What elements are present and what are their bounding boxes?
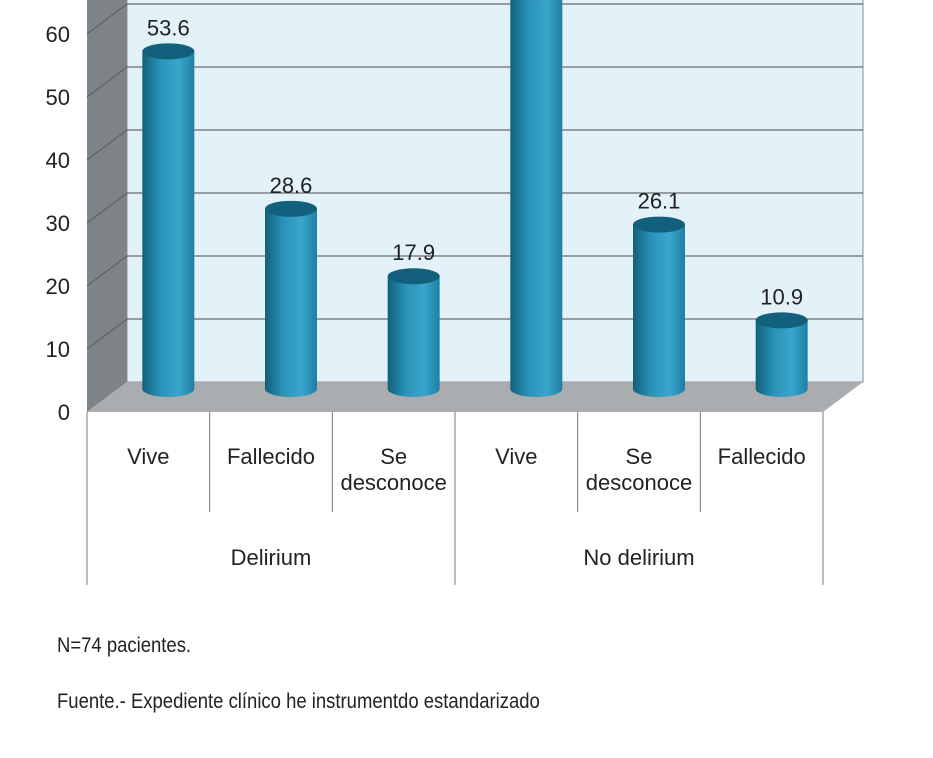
gridline-side — [86, 192, 128, 224]
group-label: No delirium — [583, 545, 694, 570]
bar-body — [387, 276, 440, 397]
sample-size-note: N=74 pacientes. — [57, 634, 192, 657]
floor — [87, 382, 863, 412]
bar — [510, 0, 563, 397]
y-tick-label: 30 — [46, 211, 70, 236]
x-tick-label: Vive — [127, 444, 169, 469]
y-tick-label: 20 — [46, 274, 70, 299]
bar-body — [633, 224, 685, 397]
y-tick-label: 10 — [46, 337, 70, 362]
x-axis: Vive Fallecido Se desconoce Vive Se desconoce F… — [86, 412, 824, 585]
y-axis: 010203040506070 — [46, 22, 70, 425]
gridlines — [86, 3, 863, 350]
bar-body — [510, 0, 563, 397]
x-tick-label: Vive — [495, 444, 537, 469]
bar-top — [755, 312, 808, 329]
gridline-side — [86, 255, 128, 287]
bar-top — [387, 268, 440, 285]
back-wall — [126, 0, 864, 383]
gridline-side — [86, 66, 128, 98]
gridline-side — [86, 129, 128, 161]
y-tick-label: 40 — [46, 148, 70, 173]
bar — [387, 268, 440, 397]
y-tick-label: 0 — [58, 400, 70, 425]
bar — [633, 216, 685, 397]
data-label: 53.6 — [147, 15, 190, 40]
bar-top — [633, 216, 685, 233]
x-tick-label: Se desconoce — [586, 444, 692, 495]
bar — [265, 200, 317, 397]
bars: 53.628.617.96326.110.9 — [142, 0, 808, 397]
group-label: Delirium — [231, 545, 312, 570]
x-tick-label: Fallecido — [718, 444, 806, 469]
data-label: 10.9 — [760, 284, 803, 309]
gridline-side — [86, 3, 128, 35]
bar-top — [142, 43, 195, 60]
bar — [142, 43, 195, 397]
y-tick-label: 50 — [46, 85, 70, 110]
data-label: 17.9 — [392, 240, 435, 265]
bar-body — [265, 208, 317, 397]
x-tick-label: Se desconoce — [340, 444, 446, 495]
gridline-side — [86, 318, 128, 350]
y-tick-label: 60 — [46, 22, 70, 47]
data-label: 26.1 — [638, 189, 681, 214]
bar-body — [142, 51, 195, 397]
chart-walls — [87, 0, 864, 412]
bar — [755, 312, 808, 397]
bar-body — [755, 320, 808, 397]
bar-chart: 010203040506070 53.628.617.96326.110.9 V… — [46, 0, 864, 585]
x-tick-label: Fallecido — [227, 444, 315, 469]
bar-top — [265, 200, 317, 217]
source-note: Fuente.- Expediente clínico he instrumen… — [57, 690, 540, 713]
side-wall — [87, 0, 127, 412]
data-label: 28.6 — [270, 173, 313, 198]
